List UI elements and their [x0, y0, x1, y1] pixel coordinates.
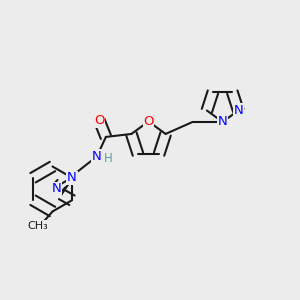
Text: O: O — [143, 115, 154, 128]
Text: CH₃: CH₃ — [27, 221, 48, 231]
Text: N: N — [218, 116, 227, 128]
Text: N: N — [92, 150, 102, 163]
Text: H: H — [104, 152, 113, 165]
Text: N: N — [52, 182, 61, 196]
Text: N: N — [233, 104, 243, 117]
Text: O: O — [94, 114, 104, 127]
Text: N: N — [67, 171, 77, 184]
